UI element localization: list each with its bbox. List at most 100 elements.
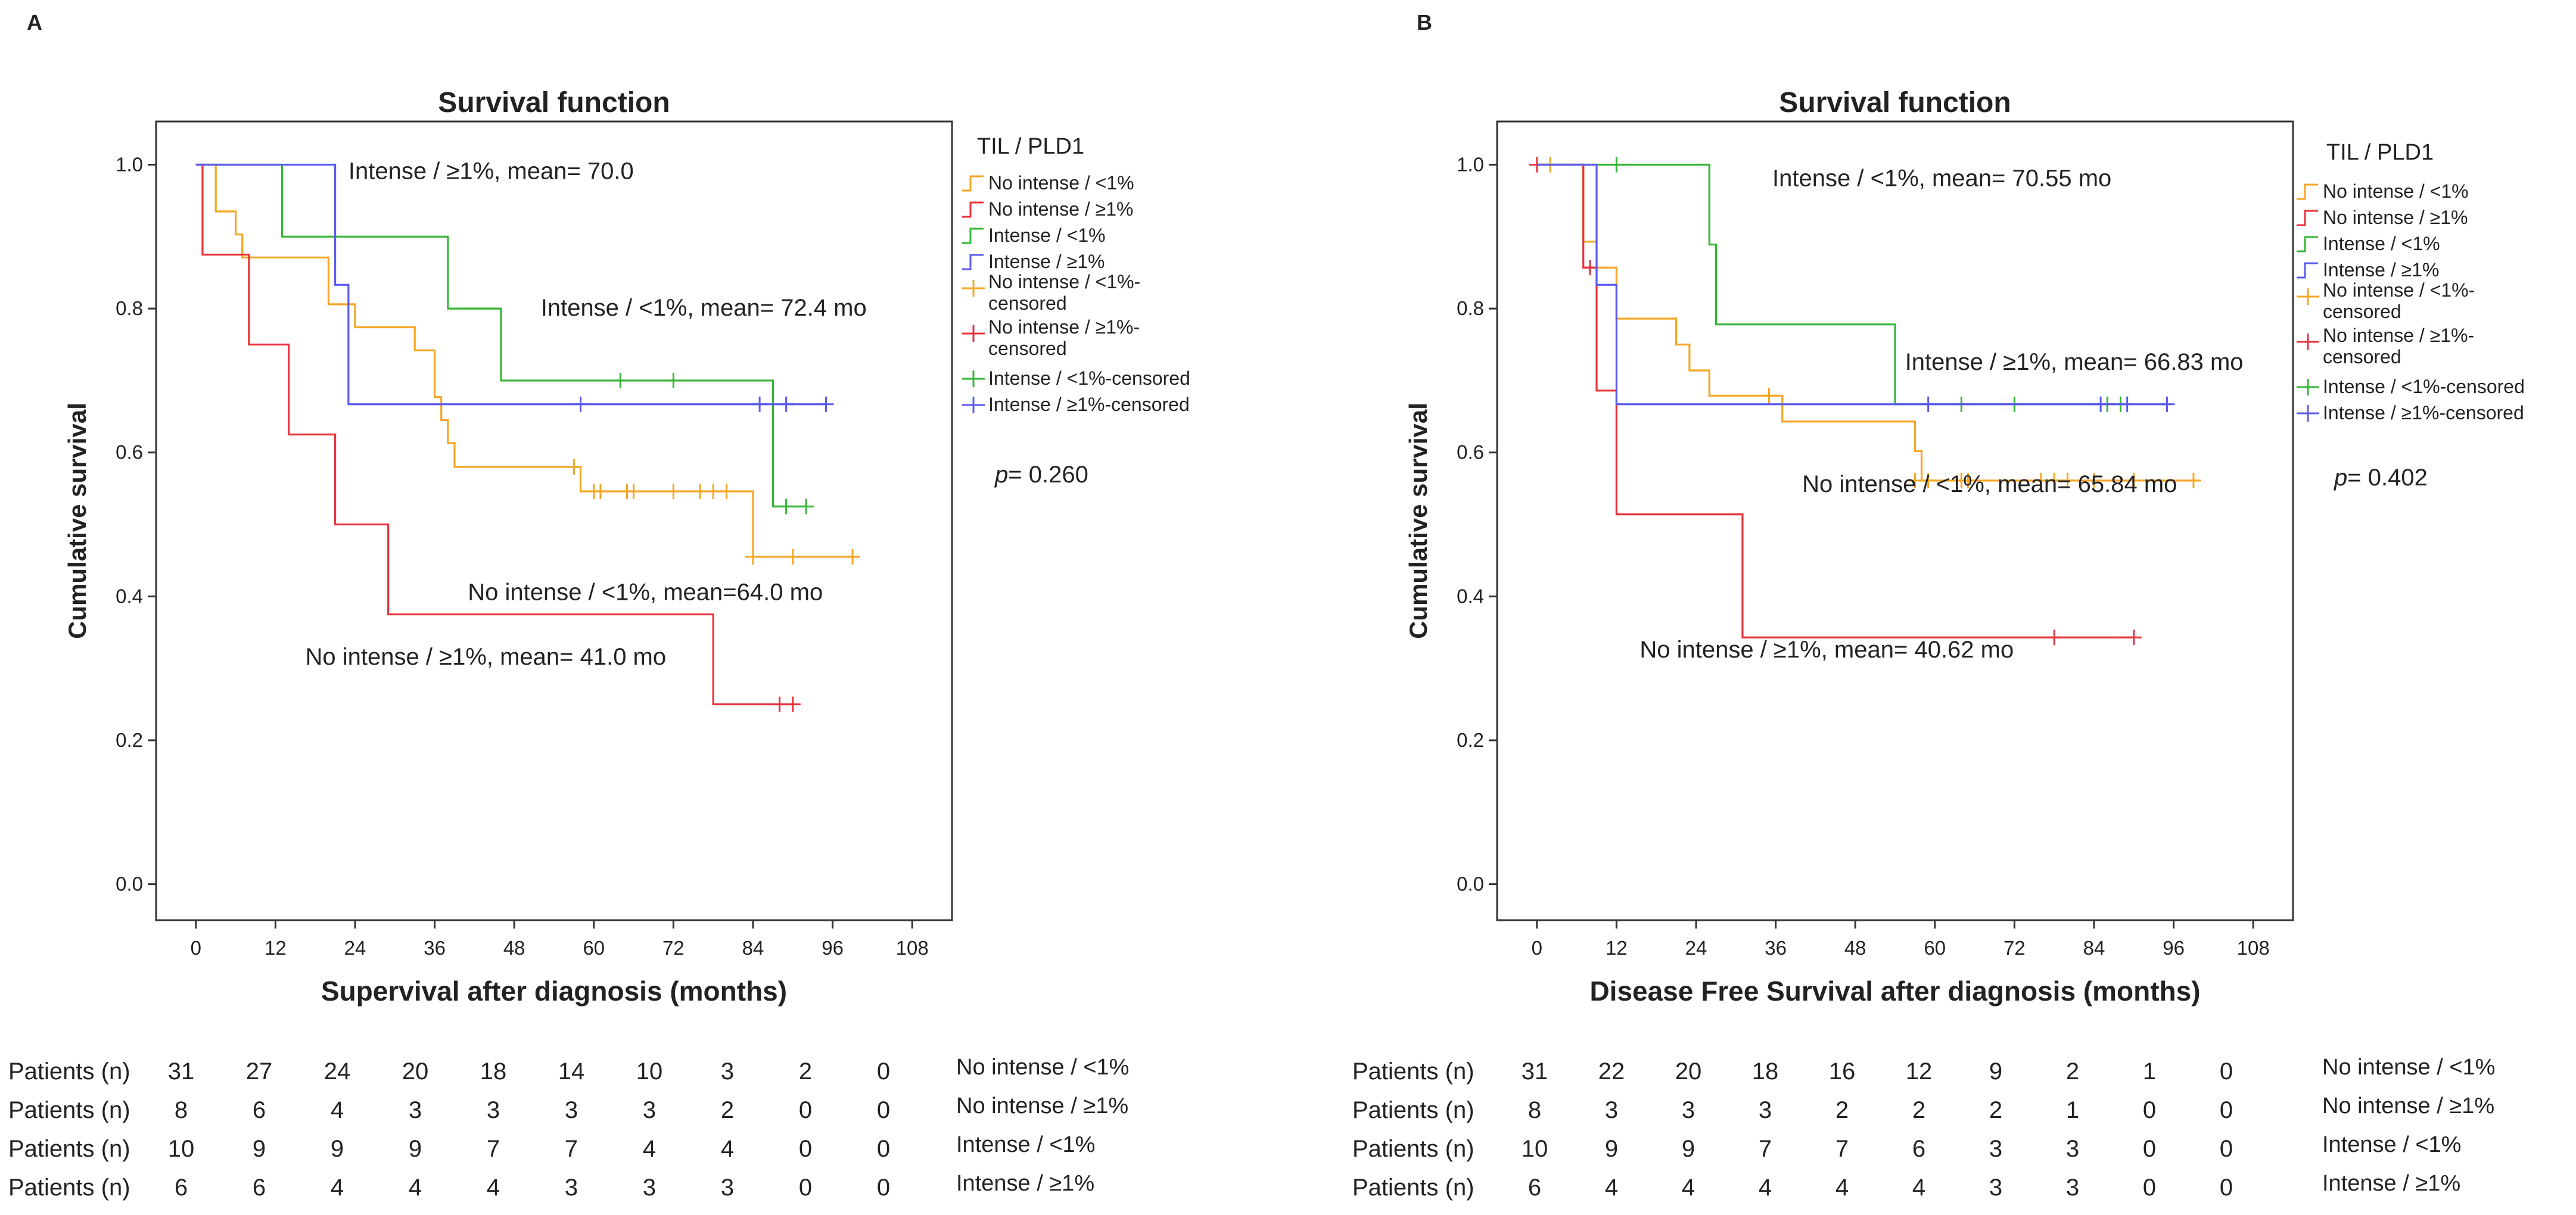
legend-entry: No intense / <1%-censored: [2297, 279, 2475, 322]
censor-mark-intense-ge1pct: [2159, 396, 2175, 412]
legend-symbol: [2297, 262, 2318, 279]
censor-mark-no-intense-lt1pct: [2186, 472, 2201, 488]
risk-count: 3: [2066, 1174, 2079, 1201]
censor-mark-no-intense-lt1pct: [1920, 472, 1936, 488]
x-tick-label: 60: [583, 937, 605, 959]
risk-count: 27: [246, 1058, 273, 1085]
censor-mark-no-intense-lt1pct: [2059, 472, 2076, 488]
legend-entry: Intense / <1%-censored: [2297, 376, 2525, 397]
y-tick-label: 0.6: [116, 441, 143, 463]
risk-count: 0: [877, 1174, 890, 1201]
x-tick-label: 12: [1606, 937, 1628, 959]
censor-mark-intense-lt1pct: [778, 499, 794, 515]
x-tick-label: 96: [822, 937, 844, 959]
legend-symbol: [962, 175, 984, 192]
risk-count: 3: [643, 1097, 656, 1123]
legend-label: Intense / ≥1%-censored: [988, 394, 1190, 415]
x-tick-label: 60: [1924, 937, 1946, 959]
risk-group-name: Intense / ≥1%: [956, 1171, 1094, 1196]
risk-row-label: Patients (n): [8, 1174, 130, 1201]
x-tick-label: 48: [503, 937, 525, 959]
x-tick-label: 0: [191, 937, 201, 959]
y-tick-label: 0.2: [1457, 729, 1484, 751]
risk-count: 0: [877, 1097, 890, 1123]
censor-mark-intense-lt1pct: [612, 372, 629, 388]
risk-count: 1: [2143, 1058, 2156, 1085]
censor-mark-no-intense-lt1pct: [2046, 472, 2062, 488]
y-tick-label: 0.4: [116, 585, 143, 607]
risk-group-name: Intense / <1%: [2322, 1132, 2461, 1157]
risk-count: 9: [331, 1136, 344, 1162]
x-axis-label: Disease Free Survival after diagnosis (m…: [1589, 976, 2200, 1007]
legend-label: Intense / <1%: [2323, 233, 2440, 254]
censor-mark-no-intense-lt1pct: [718, 483, 735, 499]
legend-label: Intense / ≥1%: [2323, 259, 2439, 281]
risk-table-row: Patients (n) 31 27 24 20 18 14 10 3 2 0 No intense …: [8, 1055, 1129, 1085]
risk-count: 9: [1605, 1136, 1618, 1162]
risk-count: 0: [877, 1058, 890, 1085]
risk-count: 10: [1522, 1136, 1548, 1162]
risk-table-row: Patients (n) 10 9 9 9 7 7 4 4 0 0 Intense / <1%: [8, 1132, 1095, 1162]
legend-label: No intense / <1%: [988, 172, 1134, 194]
legend-label: No intense / <1%-censored: [988, 271, 1140, 314]
risk-count: 0: [2220, 1136, 2233, 1162]
censor-mark-no-intense-lt1pct: [2033, 472, 2049, 488]
risk-row-label: Patients (n): [1352, 1058, 1474, 1085]
censor-mark-no-intense-lt1pct: [705, 483, 721, 499]
legend-entry: Intense / ≥1%-censored: [962, 394, 1190, 415]
panel-letter: A: [27, 10, 42, 35]
risk-group-name: Intense / <1%: [956, 1132, 1095, 1157]
legend-symbol: [962, 228, 984, 244]
risk-count: 3: [1989, 1174, 2002, 1201]
risk-row-label: Patients (n): [8, 1058, 130, 1085]
censor-mark-no-intense-ge1pct: [2126, 630, 2142, 646]
risk-count: 0: [2143, 1097, 2156, 1123]
legend-title: TIL / PLD1: [2326, 140, 2434, 165]
x-tick-label: 24: [344, 937, 366, 959]
censor-mark-no-intense-lt1pct: [566, 459, 582, 475]
chart-title: Survival function: [438, 87, 670, 119]
x-axis-label: Supervival after diagnosis (months): [321, 976, 787, 1007]
y-tick-label: 0.0: [116, 873, 143, 895]
legend-symbol: [2297, 236, 2318, 253]
risk-count: 20: [1675, 1058, 1702, 1085]
risk-count: 7: [1759, 1136, 1772, 1162]
risk-count: 3: [721, 1058, 734, 1085]
censor-mark-intense-ge1pct: [2119, 396, 2135, 412]
censor-mark-intense-ge1pct: [1920, 396, 1936, 412]
legend-entry: Intense / <1%: [2297, 233, 2440, 254]
risk-group-name: No intense / <1%: [956, 1055, 1129, 1080]
risk-count: 9: [253, 1136, 266, 1162]
risk-count: 9: [1989, 1058, 2002, 1085]
risk-count: 2: [1912, 1097, 1925, 1123]
risk-count: 10: [168, 1136, 195, 1162]
risk-count: 0: [799, 1097, 812, 1123]
legend-label: Intense / ≥1%-censored: [2323, 402, 2524, 423]
risk-count: 7: [487, 1136, 500, 1162]
risk-group-name: No intense / ≥1%: [2322, 1094, 2494, 1119]
x-tick-label: 72: [662, 937, 685, 959]
y-axis-label: Cumulative survival: [1404, 403, 1432, 639]
risk-count: 4: [1605, 1174, 1618, 1201]
risk-count: 24: [324, 1058, 351, 1085]
legend-entry: Intense / ≥1%: [962, 251, 1105, 272]
risk-count: 9: [1682, 1136, 1695, 1162]
censor-mark-no-intense-lt1pct: [2126, 472, 2142, 488]
legend-entry: No intense / ≥1%-censored: [2297, 325, 2474, 367]
censor-mark-intense-ge1pct: [2093, 396, 2109, 412]
mean-annotation: No intense / <1%, mean=64.0 mo: [468, 579, 823, 605]
km-curve-no-intense-ge1pct: [1536, 163, 2134, 638]
censor-mark-no-intense-lt1pct: [626, 483, 642, 499]
risk-count: 3: [409, 1097, 422, 1123]
risk-row-label: Patients (n): [8, 1136, 130, 1162]
risk-count: 4: [1912, 1174, 1925, 1201]
legend-label: No intense / <1%-censored: [2323, 279, 2475, 322]
risk-group-name: Intense / ≥1%: [2322, 1171, 2460, 1196]
risk-count: 6: [253, 1174, 266, 1201]
risk-count: 6: [1912, 1136, 1925, 1162]
risk-count: 6: [253, 1097, 266, 1123]
km-curve-intense-ge1pct: [1536, 163, 2167, 406]
